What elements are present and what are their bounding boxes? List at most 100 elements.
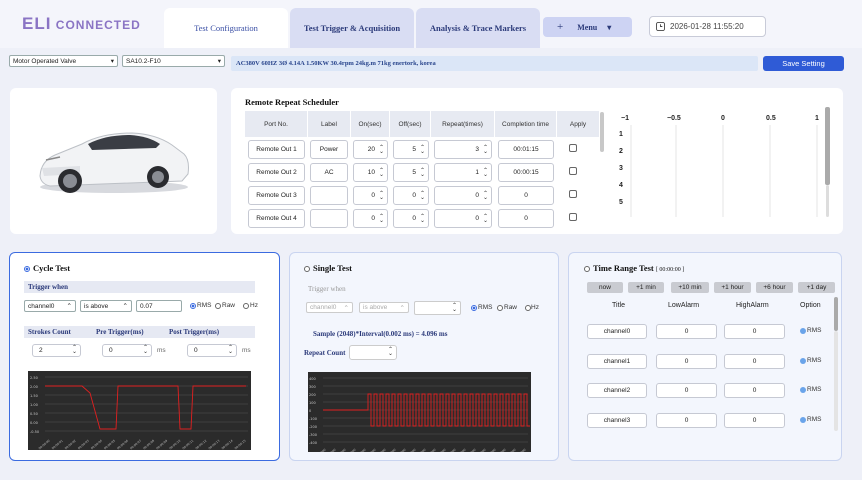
strokes-label: Strokes Count <box>28 328 71 336</box>
quick-1day-button[interactable]: +1 day <box>798 282 835 293</box>
low-alarm-input[interactable]: 0 <box>656 324 717 339</box>
scheduler-scrollbar[interactable] <box>600 112 604 152</box>
mode-label: Hz <box>250 302 258 309</box>
axis-tick: 0.5 <box>766 115 776 122</box>
quick-1min-button[interactable]: +1 min <box>628 282 664 293</box>
channel-select[interactable]: channel0 ⌃ <box>24 300 76 312</box>
y-tick: 2.00 <box>30 385 38 389</box>
col-off-sec: Off(sec) <box>390 111 430 137</box>
device-model-select[interactable]: SA10.2-F10 ▾ <box>122 55 225 67</box>
on-sec-input[interactable]: 0 ⌃ ⌄ <box>353 186 388 205</box>
cycle-test-radio[interactable] <box>24 266 30 272</box>
label-input[interactable] <box>310 209 348 228</box>
y-tick: -300 <box>309 433 317 437</box>
quick-6hour-button[interactable]: +6 hour <box>756 282 793 293</box>
row-tick: 3 <box>619 165 623 172</box>
single-test-radio[interactable] <box>304 266 310 272</box>
completion-cell: 0 <box>498 186 554 205</box>
y-tick: 0 <box>309 409 311 413</box>
tab-test-trigger-acquisition[interactable]: Test Trigger & Acquisition <box>290 8 414 48</box>
chevron-icon: ⌃ <box>343 304 349 312</box>
pre-trigger-label: Pre Trigger(ms) <box>96 328 144 336</box>
x-tick: 2.8000 <box>456 448 467 452</box>
option-label: RMS <box>807 357 822 364</box>
repeat-input[interactable]: 1 ⌃ ⌄ <box>434 163 492 182</box>
label-input[interactable]: AC <box>310 163 348 182</box>
channel-title-input[interactable]: channel2 <box>587 383 647 398</box>
apply-checkbox[interactable] <box>569 167 577 175</box>
mode-hz-radio[interactable] <box>243 303 249 309</box>
high-alarm-input[interactable]: 0 <box>724 383 785 398</box>
y-tick: 200 <box>309 393 316 397</box>
channel-select[interactable]: channel0 ⌃ <box>306 302 353 313</box>
tab-test-configuration[interactable]: Test Configuration <box>164 8 288 48</box>
condition-select[interactable]: is above ⌃ <box>80 300 132 312</box>
post-trigger-input[interactable]: 0 ⌃ ⌄ <box>187 344 237 357</box>
trigger-when-header: Trigger when <box>24 281 255 293</box>
tab-analysis-trace-markers[interactable]: Analysis & Trace Markers <box>416 8 540 48</box>
y-tick: -200 <box>309 425 317 429</box>
channel-title-input[interactable]: channel1 <box>587 354 647 369</box>
on-sec-input[interactable]: 0 ⌃ ⌄ <box>353 209 388 228</box>
x-tick: 00:00:15 <box>234 439 247 450</box>
port-cell: Remote Out 4 <box>248 209 305 228</box>
low-alarm-input[interactable]: 0 <box>656 413 717 428</box>
high-alarm-input[interactable]: 0 <box>724 413 785 428</box>
low-alarm-input[interactable]: 0 <box>656 383 717 398</box>
quick-now-button[interactable]: now <box>587 282 623 293</box>
apply-checkbox[interactable] <box>569 213 577 221</box>
mode-rms-radio[interactable] <box>471 305 477 311</box>
repeat-input[interactable]: 0 ⌃ ⌄ <box>434 209 492 228</box>
mode-raw-radio[interactable] <box>497 305 503 311</box>
chevron-down-icon: ▾ <box>607 22 612 32</box>
repeat-input[interactable]: 0 ⌃ ⌄ <box>434 186 492 205</box>
channel-title-input[interactable]: channel0 <box>587 324 647 339</box>
channel-title-input[interactable]: channel3 <box>587 413 647 428</box>
col-apply: Apply <box>557 111 599 137</box>
low-alarm-input[interactable]: 0 <box>656 354 717 369</box>
time-range-radio[interactable] <box>584 266 590 272</box>
apply-checkbox[interactable] <box>569 190 577 198</box>
x-tick: 2.4000 <box>436 448 447 452</box>
row-tick: 5 <box>619 199 623 206</box>
on-sec-input[interactable]: 10 ⌃ ⌄ <box>353 163 388 182</box>
mode-rms-radio[interactable] <box>190 303 196 309</box>
option-radio[interactable] <box>800 358 806 364</box>
strokes-input[interactable]: 2 ⌃ ⌄ <box>32 344 81 357</box>
timeline-scrollbar[interactable] <box>825 107 830 185</box>
off-sec-input[interactable]: 0 ⌃ ⌄ <box>393 209 429 228</box>
repeat-count-input[interactable]: ⌃ ⌄ <box>349 345 397 360</box>
on-sec-input[interactable]: 20 ⌃ ⌄ <box>353 140 388 159</box>
option-radio[interactable] <box>800 417 806 423</box>
x-tick: 00:00:11 <box>181 439 194 450</box>
device-type-select[interactable]: Motor Operated Valve ▾ <box>9 55 118 67</box>
y-tick: 400 <box>309 377 316 381</box>
off-sec-input[interactable]: 5 ⌃ ⌄ <box>393 140 429 159</box>
mode-raw-radio[interactable] <box>215 303 221 309</box>
pre-trigger-input[interactable]: 0 ⌃ ⌄ <box>102 344 152 357</box>
mode-label: RMS <box>478 304 493 311</box>
quick-10min-button[interactable]: +10 min <box>671 282 709 293</box>
mode-hz-radio[interactable] <box>525 305 531 311</box>
off-sec-input[interactable]: 0 ⌃ ⌄ <box>393 186 429 205</box>
repeat-input[interactable]: 3 ⌃ ⌄ <box>434 140 492 159</box>
high-alarm-input[interactable]: 0 <box>724 354 785 369</box>
high-alarm-input[interactable]: 0 <box>724 324 785 339</box>
condition-select[interactable]: is above ⌃ <box>359 302 409 313</box>
threshold-input[interactable]: ⌃ ⌄ <box>414 301 461 315</box>
option-radio[interactable] <box>800 387 806 393</box>
option-radio[interactable] <box>800 328 806 334</box>
port-cell: Remote Out 1 <box>248 140 305 159</box>
apply-checkbox[interactable] <box>569 144 577 152</box>
menu-button[interactable]: + Menu ▾ <box>543 17 632 37</box>
time-range-scrollbar[interactable] <box>834 297 838 331</box>
threshold-input[interactable]: 0.07 <box>136 300 182 312</box>
save-setting-button[interactable]: Save Setting <box>763 56 844 71</box>
label-input[interactable]: Power <box>310 140 348 159</box>
off-sec-input[interactable]: 5 ⌃ ⌄ <box>393 163 429 182</box>
x-tick: 00:00:00 <box>38 439 51 450</box>
quick-1hour-button[interactable]: +1 hour <box>714 282 751 293</box>
label-input[interactable] <box>310 186 348 205</box>
